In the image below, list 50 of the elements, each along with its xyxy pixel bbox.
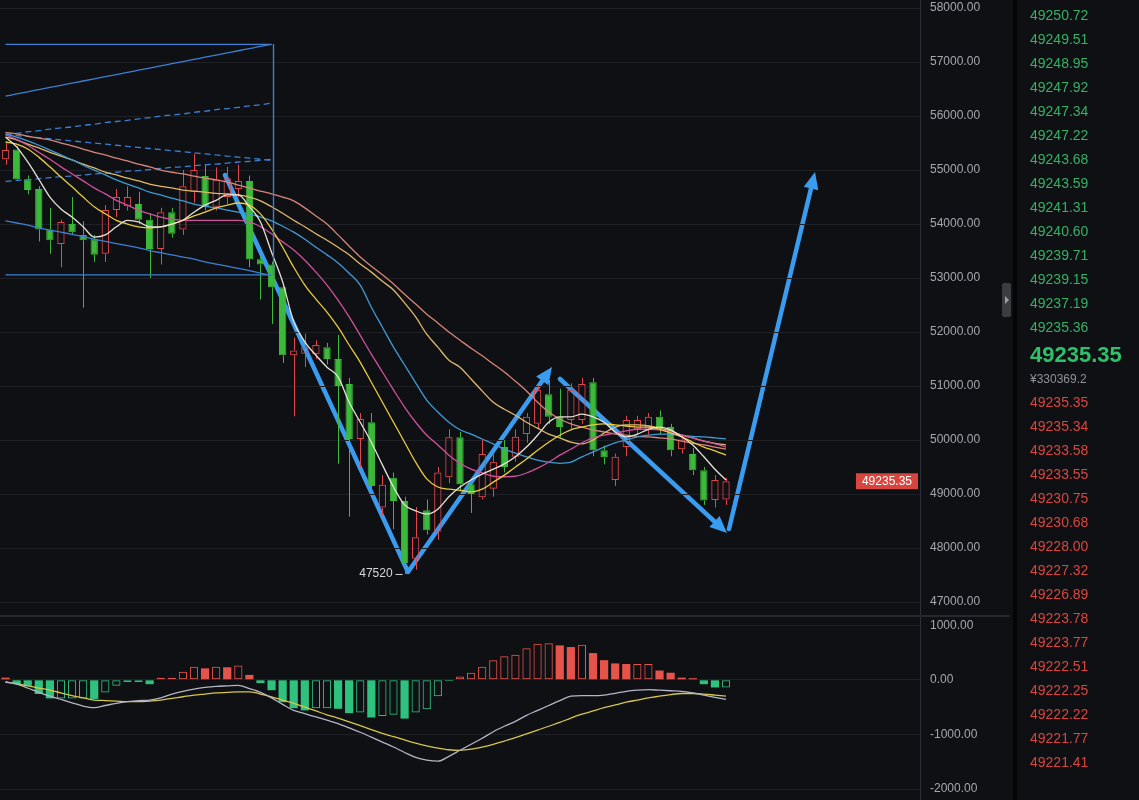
- text: 49243.68: [1030, 150, 1090, 169]
- text: 49230.68: [1030, 513, 1090, 532]
- annotation: 47520: [359, 566, 393, 581]
- text: 49230.75: [1030, 489, 1090, 508]
- text: 49226.89: [1030, 585, 1090, 604]
- text: 49241.31: [1030, 198, 1090, 217]
- text: 49239.15: [1030, 270, 1090, 289]
- y-tick-label: 51000.00: [930, 378, 981, 393]
- annotation: 49235.35: [861, 474, 913, 489]
- y-tick-label: 47000.00: [930, 594, 981, 609]
- text: 49233.58: [1030, 441, 1090, 460]
- text: 49239.71: [1030, 246, 1090, 265]
- text: 49221.77: [1030, 729, 1090, 748]
- text: 49243.59: [1030, 174, 1090, 193]
- y-tick-label: 50000.00: [930, 432, 981, 447]
- text: 49235.35: [1030, 341, 1123, 369]
- text: 49249.51: [1030, 30, 1090, 49]
- y-tick-label: -1000.00: [930, 726, 978, 741]
- y-tick-label: 48000.00: [930, 540, 981, 555]
- text: 49222.22: [1030, 705, 1090, 724]
- text: 49235.34: [1030, 417, 1090, 436]
- text: 49247.34: [1030, 102, 1090, 121]
- text: 49221.41: [1030, 753, 1090, 772]
- text: ¥330369.2: [1030, 371, 1088, 388]
- y-tick-label: 49000.00: [930, 486, 981, 501]
- text: 49223.77: [1030, 633, 1090, 652]
- text: 49235.36: [1030, 318, 1090, 337]
- y-tick-label: 0.00: [930, 672, 954, 687]
- y-tick-label: 52000.00: [930, 324, 981, 339]
- y-tick-label: 53000.00: [930, 270, 981, 285]
- text: 49227.32: [1030, 561, 1090, 580]
- text: 49233.55: [1030, 465, 1090, 484]
- text: 49223.78: [1030, 609, 1090, 628]
- y-tick-label: 58000.00: [930, 0, 981, 15]
- text: 49235.35: [1030, 393, 1090, 412]
- y-tick-label: 56000.00: [930, 108, 981, 123]
- text: 49240.60: [1030, 222, 1090, 241]
- y-tick-label: 55000.00: [930, 162, 981, 177]
- text: 49228.00: [1030, 537, 1090, 556]
- text: 49222.51: [1030, 657, 1090, 676]
- y-tick-label: -2000.00: [930, 781, 978, 796]
- text: 49250.72: [1030, 6, 1090, 25]
- text: 49247.22: [1030, 126, 1090, 145]
- y-tick-label: 57000.00: [930, 54, 981, 69]
- y-tick-label: 1000.00: [930, 617, 974, 632]
- y-tick-label: 54000.00: [930, 216, 981, 231]
- text: 49248.95: [1030, 54, 1090, 73]
- text: 49237.19: [1030, 294, 1090, 313]
- text: 49247.92: [1030, 78, 1090, 97]
- text: 49222.25: [1030, 681, 1090, 700]
